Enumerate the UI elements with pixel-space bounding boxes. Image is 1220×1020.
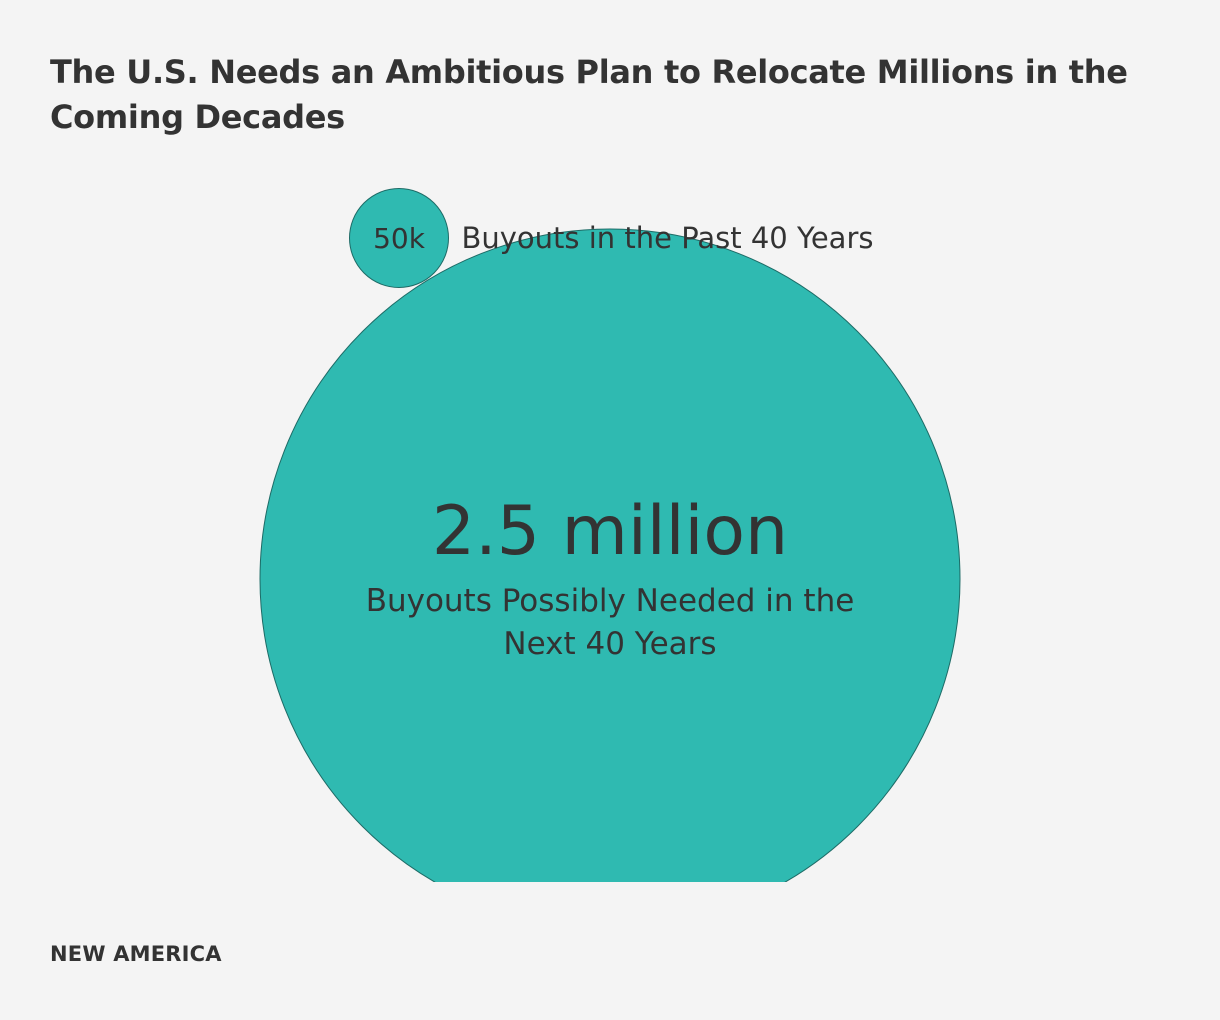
label-layer: 2.5 million Buyouts Possibly Needed in th… bbox=[366, 221, 874, 662]
value-label-next-40-years: 2.5 million bbox=[432, 492, 788, 571]
footer-brand: NEW AMERICA bbox=[50, 942, 222, 966]
bubble-layer bbox=[259, 188, 961, 882]
description-past-40-years: Buyouts in the Past 40 Years bbox=[461, 221, 873, 255]
value-label-past-40-years: 50k bbox=[373, 222, 426, 255]
bubble-past-40-years bbox=[349, 188, 449, 288]
chart-title: The U.S. Needs an Ambitious Plan to Relo… bbox=[50, 53, 1128, 136]
description-next-40-years: Buyouts Possibly Needed in the Next 40 Ye… bbox=[366, 583, 855, 662]
bubble-next-40-years bbox=[259, 228, 961, 882]
